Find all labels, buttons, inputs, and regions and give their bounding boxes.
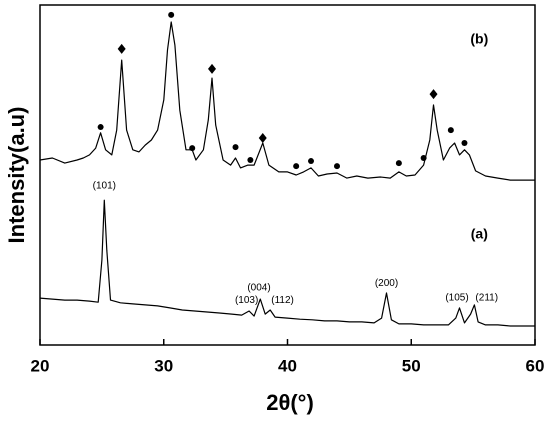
diamond-marker [258,132,267,143]
circle-marker [461,140,468,147]
annotation: (211) [475,293,498,304]
diamond-marker [208,63,217,74]
circle-marker [420,155,427,161]
annotation: (b) [470,31,488,47]
circle-marker [293,163,300,170]
annotation: (103) [235,295,258,306]
circle-marker [247,157,254,164]
diamond-marker [429,89,438,100]
circle-marker [395,160,402,167]
circle-marker [97,124,104,131]
annotation: (200) [375,278,398,289]
x-axis-label: 2θ(°) [266,390,314,415]
circle-marker [447,127,454,134]
circle-marker [308,158,315,165]
diamond-marker [117,43,126,54]
circle-marker [168,11,175,18]
annotation: (105) [445,293,468,304]
circle-marker [232,144,239,151]
annotation: (101) [93,181,116,192]
y-axis-label: Intensity(a.u) [4,107,29,244]
x-tick-label: 30 [154,356,173,375]
x-tick-label: 60 [526,356,545,375]
annotation: (004) [247,283,270,294]
x-tick-label: 20 [31,356,50,375]
series-line [39,21,535,181]
series-line [39,199,535,327]
circle-marker [334,163,340,170]
x-tick-label: 40 [278,356,297,375]
x-tick-label: 50 [402,356,421,375]
circle-marker [189,145,196,152]
annotation: (112) [271,295,294,306]
annotation: (a) [471,226,488,242]
